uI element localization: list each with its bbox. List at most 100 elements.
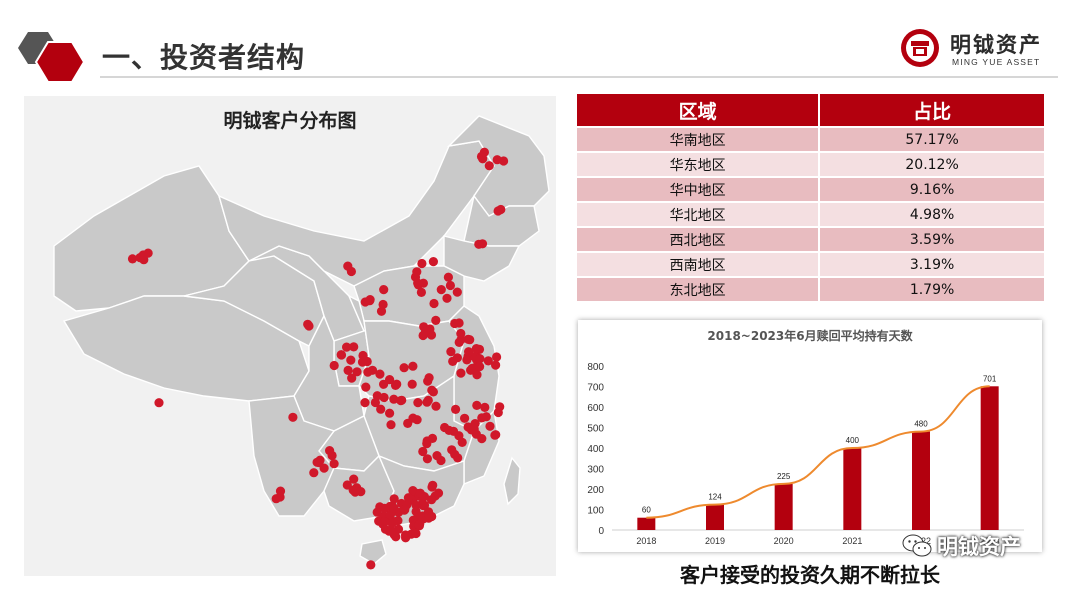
customer-dot	[400, 530, 411, 540]
customer-dot	[386, 420, 396, 430]
customer-dot	[389, 494, 399, 504]
customer-dot	[413, 398, 423, 408]
x-tick-label: 2019	[705, 536, 725, 546]
customer-dot	[356, 487, 366, 497]
customer-dot	[127, 254, 138, 264]
customer-dot	[417, 258, 427, 269]
x-tick-label: 2021	[842, 536, 862, 546]
customer-dot	[393, 516, 403, 526]
share-cell: 3.59%	[820, 226, 1044, 251]
customer-dot	[403, 418, 413, 428]
table-header-row: 区域 占比	[577, 94, 1044, 126]
table-row: 华南地区 57.17%	[577, 126, 1044, 151]
customer-dot	[474, 239, 484, 249]
region-cell: 西北地区	[577, 226, 821, 251]
customer-dot	[379, 379, 389, 389]
y-tick-label: 500	[587, 424, 604, 435]
customer-dot	[392, 379, 402, 389]
x-tick-label: 2018	[636, 536, 656, 546]
customer-dot	[490, 430, 500, 440]
customer-dot	[358, 350, 368, 361]
customer-dot	[389, 394, 399, 404]
customer-dot	[412, 267, 422, 277]
customer-dot	[440, 422, 450, 433]
y-tick-label: 700	[587, 383, 604, 394]
customer-dot	[349, 342, 359, 352]
bar-line-chart: 2018~2023年6月赎回平均持有天数 0 100 200 300 400 500 600 7…	[587, 328, 1024, 546]
wechat-icon	[902, 534, 932, 557]
y-tick-label: 0	[598, 526, 604, 537]
customer-dot	[418, 501, 428, 511]
y-tick-label: 800	[587, 362, 604, 373]
customer-dot	[431, 401, 441, 411]
customer-dot	[363, 367, 373, 377]
customer-dot	[448, 426, 459, 436]
ming-yue-logo-icon	[901, 29, 939, 67]
customer-dot	[454, 337, 464, 347]
customer-dot	[451, 404, 461, 414]
customer-dot	[452, 287, 462, 297]
x-tick-label: 2020	[774, 536, 794, 546]
customer-dot	[423, 376, 433, 386]
hexagon-decoration	[18, 32, 86, 83]
customer-dot	[408, 486, 418, 496]
customer-dot	[309, 468, 319, 478]
data-label: 400	[846, 436, 860, 445]
customer-dot	[423, 395, 433, 405]
customer-dot	[366, 560, 376, 570]
customer-dot	[396, 396, 406, 406]
region-cell: 华中地区	[577, 176, 821, 201]
bar	[637, 517, 656, 530]
share-cell: 57.17%	[820, 126, 1044, 151]
customer-dot	[380, 503, 390, 513]
watermark-text: 明钺资产	[937, 535, 1021, 559]
customer-dot	[462, 355, 472, 365]
province-inner-mongolia	[217, 140, 495, 287]
customer-dot	[376, 404, 386, 414]
customer-dot	[342, 342, 352, 352]
customer-dot	[419, 492, 429, 502]
bar	[980, 386, 999, 530]
y-tick-label: 400	[587, 444, 604, 455]
customer-dot	[411, 500, 421, 510]
customer-dot	[376, 306, 387, 316]
customer-dot	[346, 266, 356, 277]
customer-dot	[343, 365, 353, 375]
customer-dot	[485, 421, 495, 431]
customer-dot	[471, 344, 481, 354]
brand-logo: 明钺资产 MING YUE ASSET	[900, 26, 1060, 70]
region-cell: 华北地区	[577, 201, 821, 226]
share-cell: 3.19%	[820, 251, 1044, 276]
chart-caption: 客户接受的投资久期不断拉长	[680, 563, 940, 587]
customer-dot	[445, 280, 455, 291]
customer-dot	[450, 318, 460, 329]
table-row: 华北地区 4.98%	[577, 201, 1044, 226]
customer-dot	[352, 367, 362, 377]
customer-dot	[472, 370, 482, 380]
customer-dot	[483, 356, 493, 366]
customer-dot	[418, 446, 428, 457]
x-tick-label: 2023	[980, 536, 1000, 546]
customer-dot	[456, 328, 466, 339]
customer-dot	[492, 352, 502, 362]
table-row: 华东地区 20.12%	[577, 151, 1044, 176]
customer-dot	[138, 250, 148, 260]
customer-dot	[403, 493, 413, 503]
customer-dot	[456, 368, 466, 378]
bar	[912, 431, 930, 530]
customer-dot	[477, 413, 487, 423]
table-row: 东北地区 1.79%	[577, 276, 1044, 301]
header-share: 占比	[820, 94, 1044, 126]
customer-dot	[457, 437, 467, 447]
region-cell: 西南地区	[577, 251, 821, 276]
customer-dot	[472, 400, 482, 410]
customer-dot	[357, 357, 368, 367]
customer-dot	[491, 360, 501, 370]
bar	[706, 504, 724, 530]
province-taiwan	[503, 456, 521, 506]
customer-dot	[361, 382, 371, 392]
customer-dot	[319, 463, 329, 473]
customer-dot	[447, 445, 457, 455]
bar	[843, 448, 862, 530]
customer-dot	[427, 385, 437, 395]
